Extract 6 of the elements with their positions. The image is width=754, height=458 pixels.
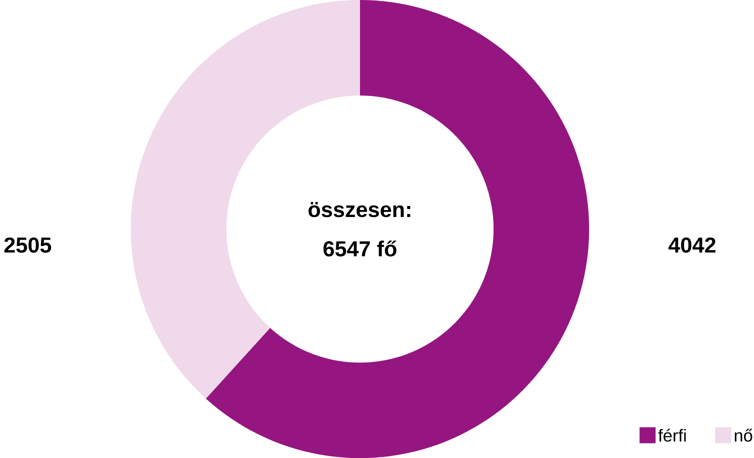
text: 6547 fő bbox=[323, 240, 396, 256]
text: összesen: bbox=[308, 202, 410, 218]
legend-label: férfi bbox=[658, 428, 686, 442]
data-label: 4042 bbox=[668, 237, 716, 253]
legend-label: nő bbox=[734, 428, 752, 442]
data-label: 2505 bbox=[4, 237, 52, 253]
